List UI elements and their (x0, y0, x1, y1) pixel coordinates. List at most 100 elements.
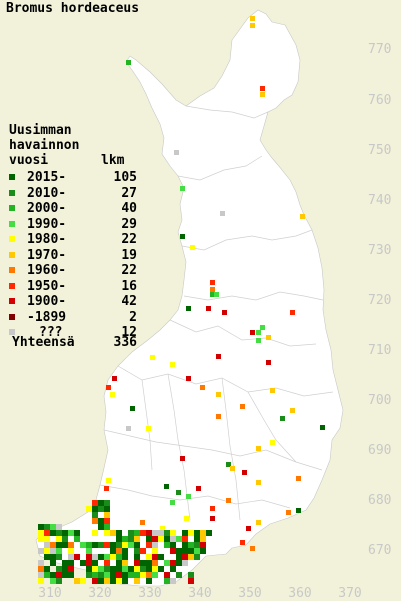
observation-square (270, 440, 275, 445)
observation-square (146, 536, 152, 542)
observation-square (44, 554, 50, 560)
observation-square (74, 530, 80, 536)
observation-square (256, 338, 261, 343)
observation-square (256, 520, 261, 525)
observation-square (182, 560, 188, 566)
y-axis-labels: 670 680 690 700 710 720 730 740 750 760 770 (368, 42, 391, 558)
legend-item-label: 2000- (27, 201, 67, 216)
observation-square (104, 560, 110, 566)
observation-square (134, 536, 140, 542)
observation-square (86, 554, 92, 560)
legend-swatch (9, 329, 15, 335)
observation-square (62, 560, 68, 566)
observation-square (128, 542, 134, 548)
observation-square (104, 554, 110, 560)
y-tick-label: 700 (368, 393, 391, 408)
observation-square (210, 506, 215, 511)
legend-swatch (9, 236, 15, 242)
observation-square (188, 548, 194, 554)
observation-square (196, 486, 201, 491)
observation-square (146, 554, 152, 560)
observation-square (216, 354, 221, 359)
observation-square (146, 542, 152, 548)
observation-square (226, 462, 231, 467)
observation-square (158, 536, 164, 542)
observation-square (152, 542, 158, 548)
observation-square (62, 542, 68, 548)
observation-square (86, 506, 92, 512)
y-tick-label: 730 (368, 243, 391, 258)
observation-square (134, 578, 140, 584)
observation-square (56, 524, 62, 530)
observation-square (50, 530, 56, 536)
legend-swatch (9, 298, 15, 304)
observation-square (170, 500, 175, 505)
legend-total-count: 336 (113, 335, 137, 350)
observation-square (86, 566, 92, 572)
observation-square (164, 484, 169, 489)
observation-square (86, 560, 92, 566)
legend-total: Yhteensä 336 (12, 335, 137, 350)
observation-square (164, 560, 170, 566)
observation-square (56, 530, 62, 536)
legend-swatch (9, 220, 15, 227)
observation-square (140, 530, 146, 536)
observation-square (98, 554, 104, 560)
observation-square (134, 554, 140, 560)
x-tick-label: 350 (238, 586, 261, 601)
observation-square (246, 526, 251, 531)
observation-square (44, 542, 50, 548)
observation-square (182, 548, 188, 554)
observation-square (116, 578, 122, 584)
observation-square (50, 524, 56, 530)
observation-square (86, 548, 92, 554)
finland-land (35, 9, 344, 587)
observation-square (122, 554, 128, 560)
legend-item-count: 12 (121, 325, 137, 340)
observation-square (180, 456, 185, 461)
observation-square (170, 566, 176, 572)
observation-square (176, 548, 182, 554)
observation-square (56, 572, 62, 578)
observation-square (256, 330, 261, 335)
observation-square (104, 500, 110, 506)
observation-square (80, 542, 86, 548)
observation-square (92, 566, 98, 572)
observation-square (266, 335, 271, 340)
observation-square (222, 310, 227, 315)
legend-heading-line2: havainnon (9, 138, 80, 153)
observation-square (56, 536, 62, 542)
observation-square (116, 560, 122, 566)
observation-square (176, 560, 182, 566)
observation-square (180, 234, 185, 239)
observation-square (92, 560, 98, 566)
legend-swatch (9, 251, 15, 258)
observation-square (158, 554, 164, 560)
observation-square (190, 245, 195, 250)
observation-square (68, 530, 74, 536)
observation-square (50, 572, 56, 578)
observation-square (44, 536, 50, 542)
observation-square (56, 542, 62, 548)
observation-square (110, 530, 116, 536)
observation-square (50, 554, 56, 560)
observation-square (98, 506, 104, 512)
observation-square (128, 566, 134, 572)
observation-square (200, 548, 206, 554)
y-tick-label: 770 (368, 42, 391, 57)
observation-square (146, 572, 152, 578)
legend-item-label: -1899 (27, 309, 67, 325)
legend-item-label: 1990- (27, 216, 67, 232)
legend-item-count: 19 (121, 247, 137, 263)
observation-square (98, 500, 104, 506)
observation-square (116, 548, 122, 554)
observation-square (240, 404, 245, 409)
observation-square (122, 566, 128, 572)
observation-square (122, 548, 128, 554)
observation-square (216, 414, 221, 419)
observation-square (92, 500, 98, 506)
observation-square (44, 566, 50, 572)
observation-square (134, 542, 140, 548)
observation-square (86, 572, 92, 578)
